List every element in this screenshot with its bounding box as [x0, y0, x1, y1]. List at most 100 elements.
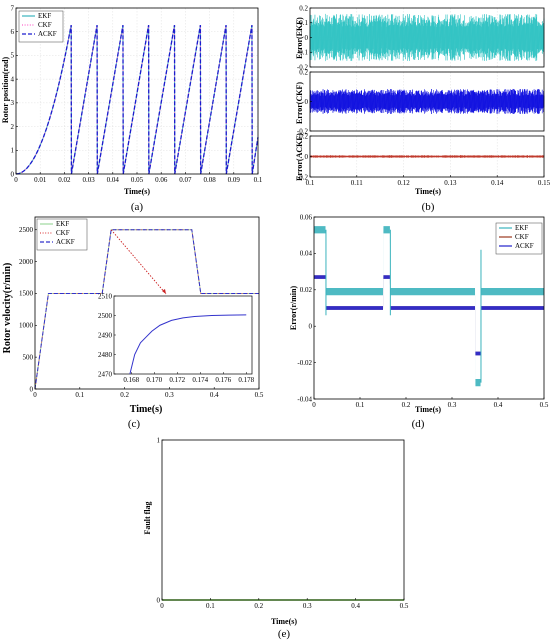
- panel-d-velocity-error: 0 0.1 0.2 0.3 0.4 0.5-0.04-0.0200.020.040.06 …: [289, 213, 549, 430]
- x-tick-label: 0.1: [206, 602, 215, 610]
- zoom-arrow: [110, 229, 167, 295]
- x-tick-label: 0.5: [540, 401, 549, 409]
- x-tick-label: 0.15: [538, 179, 550, 187]
- panel-e-caption: (e): [278, 628, 291, 640]
- y-tick-label: 0.1: [299, 19, 308, 27]
- legend-label: CKF: [56, 229, 70, 237]
- x-tick-label: 0.2: [254, 602, 263, 610]
- y-tick-label: -0.02: [297, 359, 312, 367]
- panel-a-ylabel: Rotor position(rad): [1, 57, 10, 124]
- x-tick-label: 0.03: [82, 176, 95, 184]
- x-tick-label: 0: [33, 391, 37, 399]
- inset-y-tick-label: 2510: [98, 292, 113, 300]
- inset-x-tick-label: 0.176: [215, 376, 231, 384]
- inset-y-tick-label: 2480: [98, 351, 113, 359]
- inset-x-tick-label: 0.170: [146, 376, 162, 384]
- inset-velocity-line: [129, 314, 247, 374]
- inset-y-tick-label: 2500: [98, 312, 113, 320]
- inset-frame: [113, 295, 253, 375]
- panel-b-noise-series: [309, 13, 545, 62]
- panel-a-rotor-position: 0 0.01 0.02 0.03 0.04 0.05 0.06 0.07 0.08 0.09 0.1…: [1, 4, 263, 213]
- x-tick-label: 0.09: [228, 176, 241, 184]
- panel-d-ylabel: Error(r/min): [289, 286, 298, 331]
- panel-c-frame: [34, 216, 260, 390]
- panel-b-ackf-subplot: 0.1 0.11 0.12 0.13 0.14 0.15 -0.2 0 0.2 Error(AC…: [295, 132, 550, 187]
- panel-c-zoom-inset: 0.168 0.170 0.172 0.174 0.176 0.178 2470 2480 24…: [98, 229, 255, 384]
- x-tick-label: 0.12: [397, 179, 410, 187]
- y-tick-label: 0.2: [299, 68, 308, 76]
- y-tick-label: 6: [11, 28, 15, 36]
- y-tick-label: -0.04: [297, 395, 312, 403]
- y-tick-label: 0.02: [300, 286, 313, 294]
- y-tick-label: 1: [157, 436, 161, 444]
- x-tick-label: 0.07: [179, 176, 192, 184]
- x-tick-label: 0.1: [306, 179, 315, 187]
- legend-label: EKF: [515, 224, 528, 232]
- y-tick-label: -0.2: [297, 127, 309, 135]
- y-tick-label: -0.1: [297, 49, 309, 57]
- x-tick-label: 0: [14, 176, 18, 184]
- panel-a-xlabel: Time(s): [124, 187, 150, 196]
- panel-c-xlabel: Time(s): [130, 404, 163, 415]
- series-ackf-line: [15, 24, 259, 175]
- y-tick-label: -0.2: [297, 63, 309, 71]
- y-tick-label: 2500: [19, 226, 34, 234]
- x-tick-label: 0: [312, 401, 316, 409]
- panel-b-noise-series: [309, 155, 545, 158]
- y-tick-label: 0: [305, 153, 309, 161]
- y-tick-label: 0.04: [300, 250, 313, 258]
- x-tick-label: 0.3: [165, 391, 174, 399]
- x-tick-label: 0.2: [120, 391, 129, 399]
- x-tick-label: 0.05: [131, 176, 144, 184]
- x-tick-label: 0.14: [491, 179, 504, 187]
- inset-x-tick-label: 0.174: [192, 376, 208, 384]
- x-tick-label: 0.01: [34, 176, 47, 184]
- x-tick-label: 0.06: [155, 176, 168, 184]
- x-tick-label: 0.1: [254, 176, 263, 184]
- panel-b-ckf-subplot: -0.2 0 0.2 Error(CKF): [295, 68, 545, 135]
- legend-label: CKF: [38, 21, 52, 29]
- y-tick-label: 3: [11, 99, 15, 107]
- y-tick-label: -0.2: [297, 173, 309, 181]
- inset-x-tick-label: 0.172: [169, 376, 185, 384]
- legend-label: ACKF: [515, 242, 534, 250]
- legend-label: CKF: [515, 233, 529, 241]
- x-tick-label: 0.3: [448, 401, 457, 409]
- panel-e-ylabel: Fault flag: [143, 501, 152, 534]
- x-tick-label: 0.02: [58, 176, 71, 184]
- panel-b-noise-series: [309, 88, 545, 115]
- x-tick-label: 0.11: [351, 179, 363, 187]
- y-tick-label: 0: [157, 596, 161, 604]
- panel-b-caption: (b): [422, 201, 435, 213]
- y-tick-label: 0: [30, 385, 34, 393]
- x-tick-label: 0.1: [75, 391, 84, 399]
- inset-y-tick-label: 2470: [98, 370, 113, 378]
- x-tick-label: 0.08: [203, 176, 216, 184]
- legend-label: EKF: [56, 220, 69, 228]
- inset-series: [129, 314, 247, 374]
- x-tick-label: 0.4: [351, 602, 360, 610]
- series-ackf-line: [34, 229, 259, 390]
- y-tick-label: 1000: [19, 322, 34, 330]
- panel-c-ylabel: Rotor velocity(r/min): [2, 263, 13, 354]
- panel-d-caption: (d): [412, 418, 425, 430]
- series-ckf-band: [314, 275, 544, 356]
- y-tick-label: 0.2: [299, 4, 308, 12]
- x-tick-label: 0.2: [402, 401, 411, 409]
- panel-a-caption: (a): [131, 201, 144, 213]
- y-tick-label: 4: [11, 75, 15, 83]
- y-tick-label: 2000: [19, 258, 34, 266]
- x-tick-label: 0.1: [356, 401, 365, 409]
- legend-label: ACKF: [38, 30, 57, 38]
- y-tick-label: 1500: [19, 290, 34, 298]
- x-tick-label: 0: [160, 602, 164, 610]
- panel-d-xlabel: Time(s): [415, 405, 441, 414]
- x-tick-label: 0.4: [210, 391, 219, 399]
- x-tick-label: 0.4: [494, 401, 503, 409]
- inset-x-tick-label: 0.178: [238, 376, 254, 384]
- y-tick-label: 0: [305, 98, 309, 106]
- y-tick-label: 1: [11, 147, 15, 155]
